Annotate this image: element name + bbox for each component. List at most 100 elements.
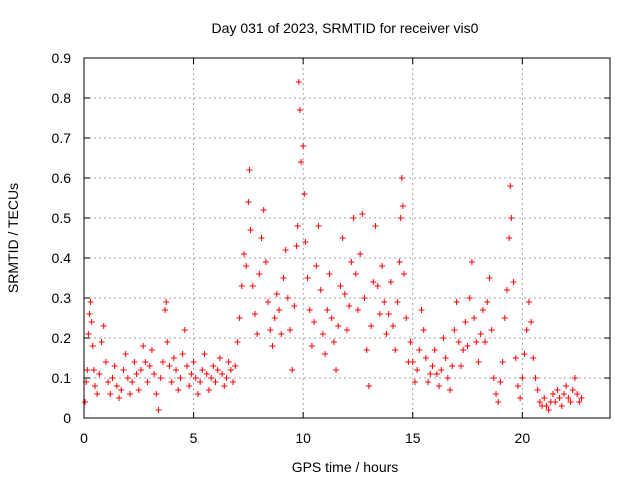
data-point bbox=[223, 375, 230, 381]
data-point bbox=[418, 307, 425, 313]
x-tick-label: 20 bbox=[515, 430, 531, 446]
data-point bbox=[339, 235, 346, 241]
data-point bbox=[528, 319, 535, 325]
data-point bbox=[324, 307, 331, 313]
data-point bbox=[137, 367, 144, 373]
data-point bbox=[523, 327, 530, 333]
data-point bbox=[490, 375, 497, 381]
data-point bbox=[510, 279, 517, 285]
data-point bbox=[330, 339, 337, 345]
y-tick-label: 0.5 bbox=[52, 210, 72, 226]
data-point bbox=[294, 223, 301, 229]
data-point bbox=[429, 363, 436, 369]
data-point bbox=[221, 383, 228, 389]
data-point bbox=[457, 363, 464, 369]
data-point bbox=[262, 259, 269, 265]
y-tick-label: 0.2 bbox=[52, 330, 72, 346]
x-tick-label: 15 bbox=[405, 430, 421, 446]
data-point bbox=[122, 351, 129, 357]
data-point bbox=[563, 383, 570, 389]
data-point bbox=[98, 339, 105, 345]
data-point bbox=[397, 215, 404, 221]
data-point bbox=[512, 355, 519, 361]
data-point bbox=[427, 371, 434, 377]
data-point bbox=[225, 359, 232, 365]
data-point bbox=[488, 327, 495, 333]
data-point bbox=[354, 307, 361, 313]
data-point bbox=[287, 327, 294, 333]
data-point bbox=[88, 319, 95, 325]
data-point bbox=[184, 363, 191, 369]
data-point bbox=[484, 299, 491, 305]
data-point bbox=[269, 343, 276, 349]
data-point bbox=[192, 375, 199, 381]
data-point bbox=[260, 207, 267, 213]
data-point bbox=[337, 283, 344, 289]
axis-ticks: 0 0.1 0.2 0.3 0.4 0.5 0.6 0.7 0.8 0.9 0 5 10 15 20 bbox=[52, 50, 610, 446]
data-point bbox=[411, 379, 418, 385]
data-point bbox=[383, 331, 390, 337]
data-point bbox=[89, 343, 96, 349]
data-point bbox=[578, 395, 585, 401]
data-point bbox=[94, 391, 101, 397]
data-point bbox=[407, 339, 414, 345]
data-point bbox=[499, 359, 506, 365]
data-point bbox=[175, 387, 182, 393]
data-point bbox=[328, 315, 335, 321]
data-point bbox=[111, 363, 118, 369]
data-point bbox=[227, 367, 234, 373]
data-point bbox=[234, 339, 241, 345]
data-point bbox=[368, 323, 375, 329]
data-point bbox=[131, 359, 138, 365]
x-axis-label: GPS time / hours bbox=[292, 459, 399, 475]
data-point bbox=[153, 391, 160, 397]
y-axis-label: SRMTID / TECUs bbox=[5, 183, 21, 293]
data-point bbox=[576, 399, 583, 405]
data-point bbox=[460, 347, 467, 353]
data-point bbox=[449, 363, 456, 369]
data-point bbox=[291, 303, 298, 309]
data-point bbox=[271, 315, 278, 321]
data-point bbox=[390, 323, 397, 329]
data-point bbox=[194, 391, 201, 397]
data-point bbox=[302, 239, 309, 245]
data-point bbox=[536, 399, 543, 405]
data-point bbox=[534, 387, 541, 393]
data-point bbox=[301, 191, 308, 197]
data-point bbox=[116, 395, 123, 401]
data-point bbox=[550, 391, 557, 397]
data-point bbox=[148, 347, 155, 353]
data-point bbox=[326, 271, 333, 277]
data-point bbox=[133, 371, 140, 377]
data-point bbox=[495, 399, 502, 405]
data-point bbox=[188, 371, 195, 377]
y-tick-label: 0.7 bbox=[52, 130, 72, 146]
data-point bbox=[205, 387, 212, 393]
data-point bbox=[109, 375, 116, 381]
data-point bbox=[436, 383, 443, 389]
data-point bbox=[379, 263, 386, 269]
data-point bbox=[374, 283, 381, 289]
data-point bbox=[398, 175, 405, 181]
data-point bbox=[420, 327, 427, 333]
data-point bbox=[197, 379, 204, 385]
data-point bbox=[569, 387, 576, 393]
y-tick-label: 0.6 bbox=[52, 170, 72, 186]
data-point bbox=[493, 391, 500, 397]
data-point bbox=[246, 167, 253, 173]
x-tick-label: 10 bbox=[295, 430, 311, 446]
data-point bbox=[385, 311, 392, 317]
data-point bbox=[567, 399, 574, 405]
data-point bbox=[451, 327, 458, 333]
data-point bbox=[157, 375, 164, 381]
data-point bbox=[346, 303, 353, 309]
data-point bbox=[199, 367, 206, 373]
data-point bbox=[541, 395, 548, 401]
x-tick-label: 0 bbox=[80, 430, 88, 446]
data-point bbox=[468, 259, 475, 265]
data-point bbox=[503, 287, 510, 293]
data-point bbox=[545, 407, 552, 413]
data-point bbox=[558, 403, 565, 409]
data-point bbox=[387, 279, 394, 285]
data-point bbox=[91, 383, 98, 389]
